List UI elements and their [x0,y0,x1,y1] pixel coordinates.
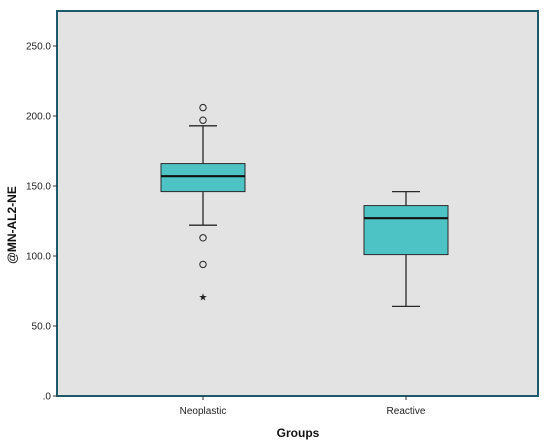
y-tick-label: 100.0 [26,252,51,263]
box-neoplastic: ★ [160,103,246,304]
outlier-point [199,103,207,112]
outlier-point [199,234,207,242]
interquartile-box [363,205,449,256]
y-tick-label: 150.0 [26,182,51,193]
box-reactive [363,190,449,308]
y-tick-label: .0 [43,392,52,403]
x-axis: Neoplastic Reactive [180,396,426,417]
extreme-point: ★ [199,293,208,304]
x-tick-label: Reactive [387,406,426,417]
y-axis-title: @MN-AL2-NE [5,186,19,264]
y-tick-label: 200.0 [26,112,51,123]
outlier-point [199,260,207,269]
y-tick-label: 50.0 [32,322,52,333]
outlier-point [199,116,207,124]
boxes: ★ [160,103,449,308]
y-axis: .0 50.0 100.0 150.0 200.0 250.0 [26,42,57,403]
x-axis-title: Groups [277,426,320,440]
interquartile-box [160,163,246,193]
y-tick-label: 250.0 [26,42,51,53]
x-tick-label: Neoplastic [180,406,227,417]
plot-area [56,10,539,397]
